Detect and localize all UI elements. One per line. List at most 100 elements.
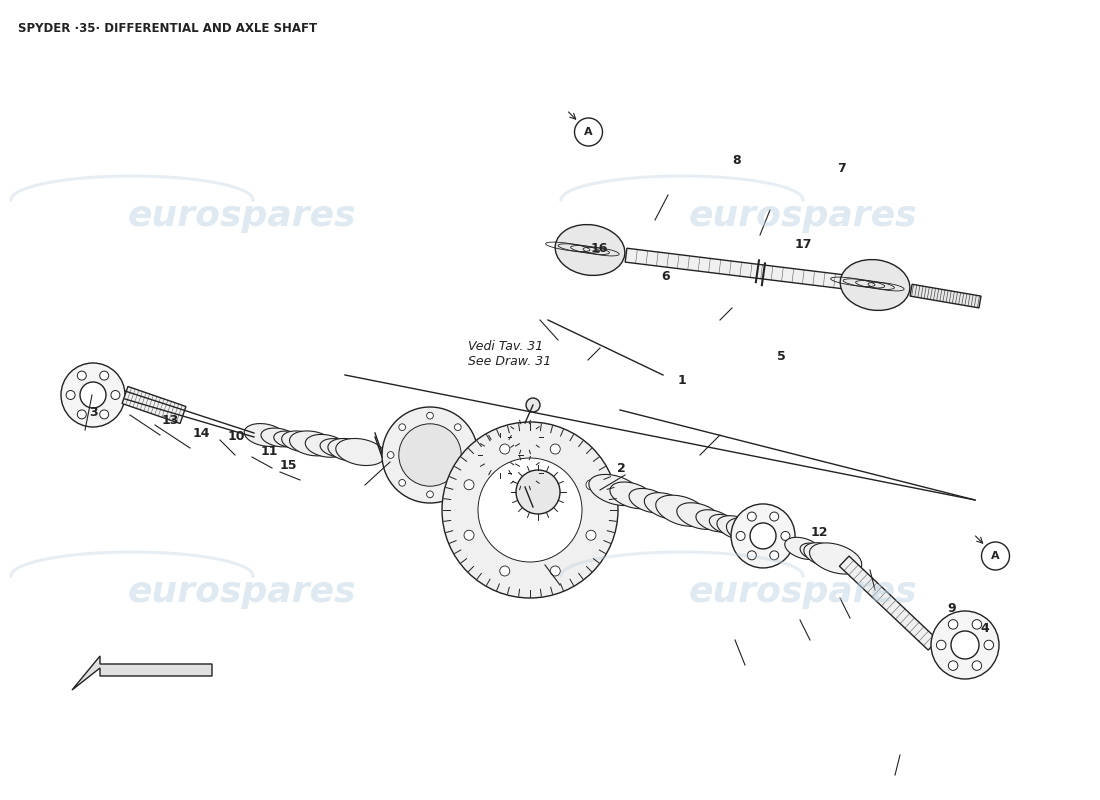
Text: 12: 12 (811, 526, 828, 538)
Text: 11: 11 (261, 446, 278, 458)
Circle shape (60, 363, 125, 427)
Circle shape (732, 504, 795, 568)
Circle shape (586, 530, 596, 540)
Circle shape (574, 118, 603, 146)
Circle shape (111, 390, 120, 399)
Polygon shape (625, 248, 846, 289)
Ellipse shape (726, 518, 774, 546)
Circle shape (387, 452, 394, 458)
Circle shape (77, 371, 86, 380)
Text: A: A (584, 127, 593, 137)
Ellipse shape (804, 542, 845, 567)
Circle shape (454, 479, 461, 486)
Ellipse shape (328, 438, 370, 462)
Text: 1: 1 (678, 374, 686, 386)
Text: A: A (991, 551, 1000, 561)
Circle shape (77, 410, 86, 419)
Circle shape (482, 437, 518, 473)
Text: 9: 9 (947, 602, 956, 614)
Text: eurospares: eurospares (689, 575, 917, 609)
Text: eurospares: eurospares (689, 199, 917, 233)
Circle shape (382, 407, 478, 503)
Circle shape (442, 422, 618, 598)
Ellipse shape (800, 543, 829, 561)
Ellipse shape (645, 493, 689, 519)
Circle shape (399, 424, 461, 486)
Text: Vedi Tav. 31
See Draw. 31: Vedi Tav. 31 See Draw. 31 (468, 340, 551, 368)
Text: 10: 10 (228, 430, 245, 442)
Circle shape (948, 620, 958, 629)
Circle shape (770, 551, 779, 560)
Ellipse shape (676, 502, 722, 530)
Circle shape (499, 444, 509, 454)
Circle shape (984, 640, 993, 650)
Text: eurospares: eurospares (128, 199, 356, 233)
Circle shape (550, 444, 560, 454)
Circle shape (399, 479, 406, 486)
Circle shape (526, 398, 540, 412)
Ellipse shape (717, 516, 758, 540)
Text: 15: 15 (279, 459, 297, 472)
Circle shape (516, 470, 560, 514)
Circle shape (586, 480, 596, 490)
Ellipse shape (320, 438, 355, 458)
Circle shape (750, 523, 776, 549)
Circle shape (528, 506, 542, 520)
Circle shape (100, 371, 109, 380)
Circle shape (478, 458, 582, 562)
Circle shape (466, 452, 473, 458)
Circle shape (972, 620, 981, 629)
Circle shape (399, 424, 406, 430)
Polygon shape (122, 386, 186, 423)
Text: 16: 16 (591, 242, 608, 254)
Text: 5: 5 (777, 350, 785, 362)
Ellipse shape (609, 482, 654, 509)
Circle shape (66, 390, 75, 399)
Circle shape (464, 530, 474, 540)
Ellipse shape (244, 423, 286, 446)
Polygon shape (72, 656, 212, 690)
Circle shape (747, 551, 757, 560)
Text: 2: 2 (617, 462, 626, 474)
Circle shape (427, 491, 433, 498)
Ellipse shape (629, 489, 670, 513)
Circle shape (972, 661, 981, 670)
Circle shape (948, 661, 958, 670)
Text: 4: 4 (980, 622, 989, 634)
Text: 13: 13 (162, 414, 179, 426)
Circle shape (512, 423, 539, 451)
Ellipse shape (306, 434, 346, 458)
Ellipse shape (810, 543, 861, 574)
Text: 7: 7 (837, 162, 846, 174)
Polygon shape (839, 556, 938, 650)
Text: eurospares: eurospares (128, 575, 356, 609)
Ellipse shape (696, 510, 733, 532)
Ellipse shape (656, 495, 708, 526)
Ellipse shape (274, 431, 306, 448)
Circle shape (781, 531, 790, 541)
Circle shape (747, 512, 757, 521)
Circle shape (80, 382, 106, 408)
Text: SPYDER ·35· DIFFERENTIAL AND AXLE SHAFT: SPYDER ·35· DIFFERENTIAL AND AXLE SHAFT (18, 22, 317, 35)
Circle shape (100, 410, 109, 419)
Circle shape (931, 611, 999, 679)
Circle shape (952, 631, 979, 659)
Ellipse shape (588, 474, 641, 506)
Text: 17: 17 (794, 238, 812, 250)
Ellipse shape (336, 438, 385, 466)
Ellipse shape (840, 259, 910, 310)
Ellipse shape (710, 514, 742, 534)
Circle shape (981, 542, 1010, 570)
Circle shape (499, 566, 509, 576)
Ellipse shape (261, 428, 297, 447)
Ellipse shape (556, 225, 625, 275)
Circle shape (936, 640, 946, 650)
Circle shape (770, 512, 779, 521)
Text: 14: 14 (192, 427, 210, 440)
Text: 8: 8 (733, 154, 741, 166)
Circle shape (550, 566, 560, 576)
Circle shape (427, 412, 433, 419)
Circle shape (736, 531, 745, 541)
Text: 3: 3 (89, 406, 98, 418)
Ellipse shape (282, 431, 319, 452)
